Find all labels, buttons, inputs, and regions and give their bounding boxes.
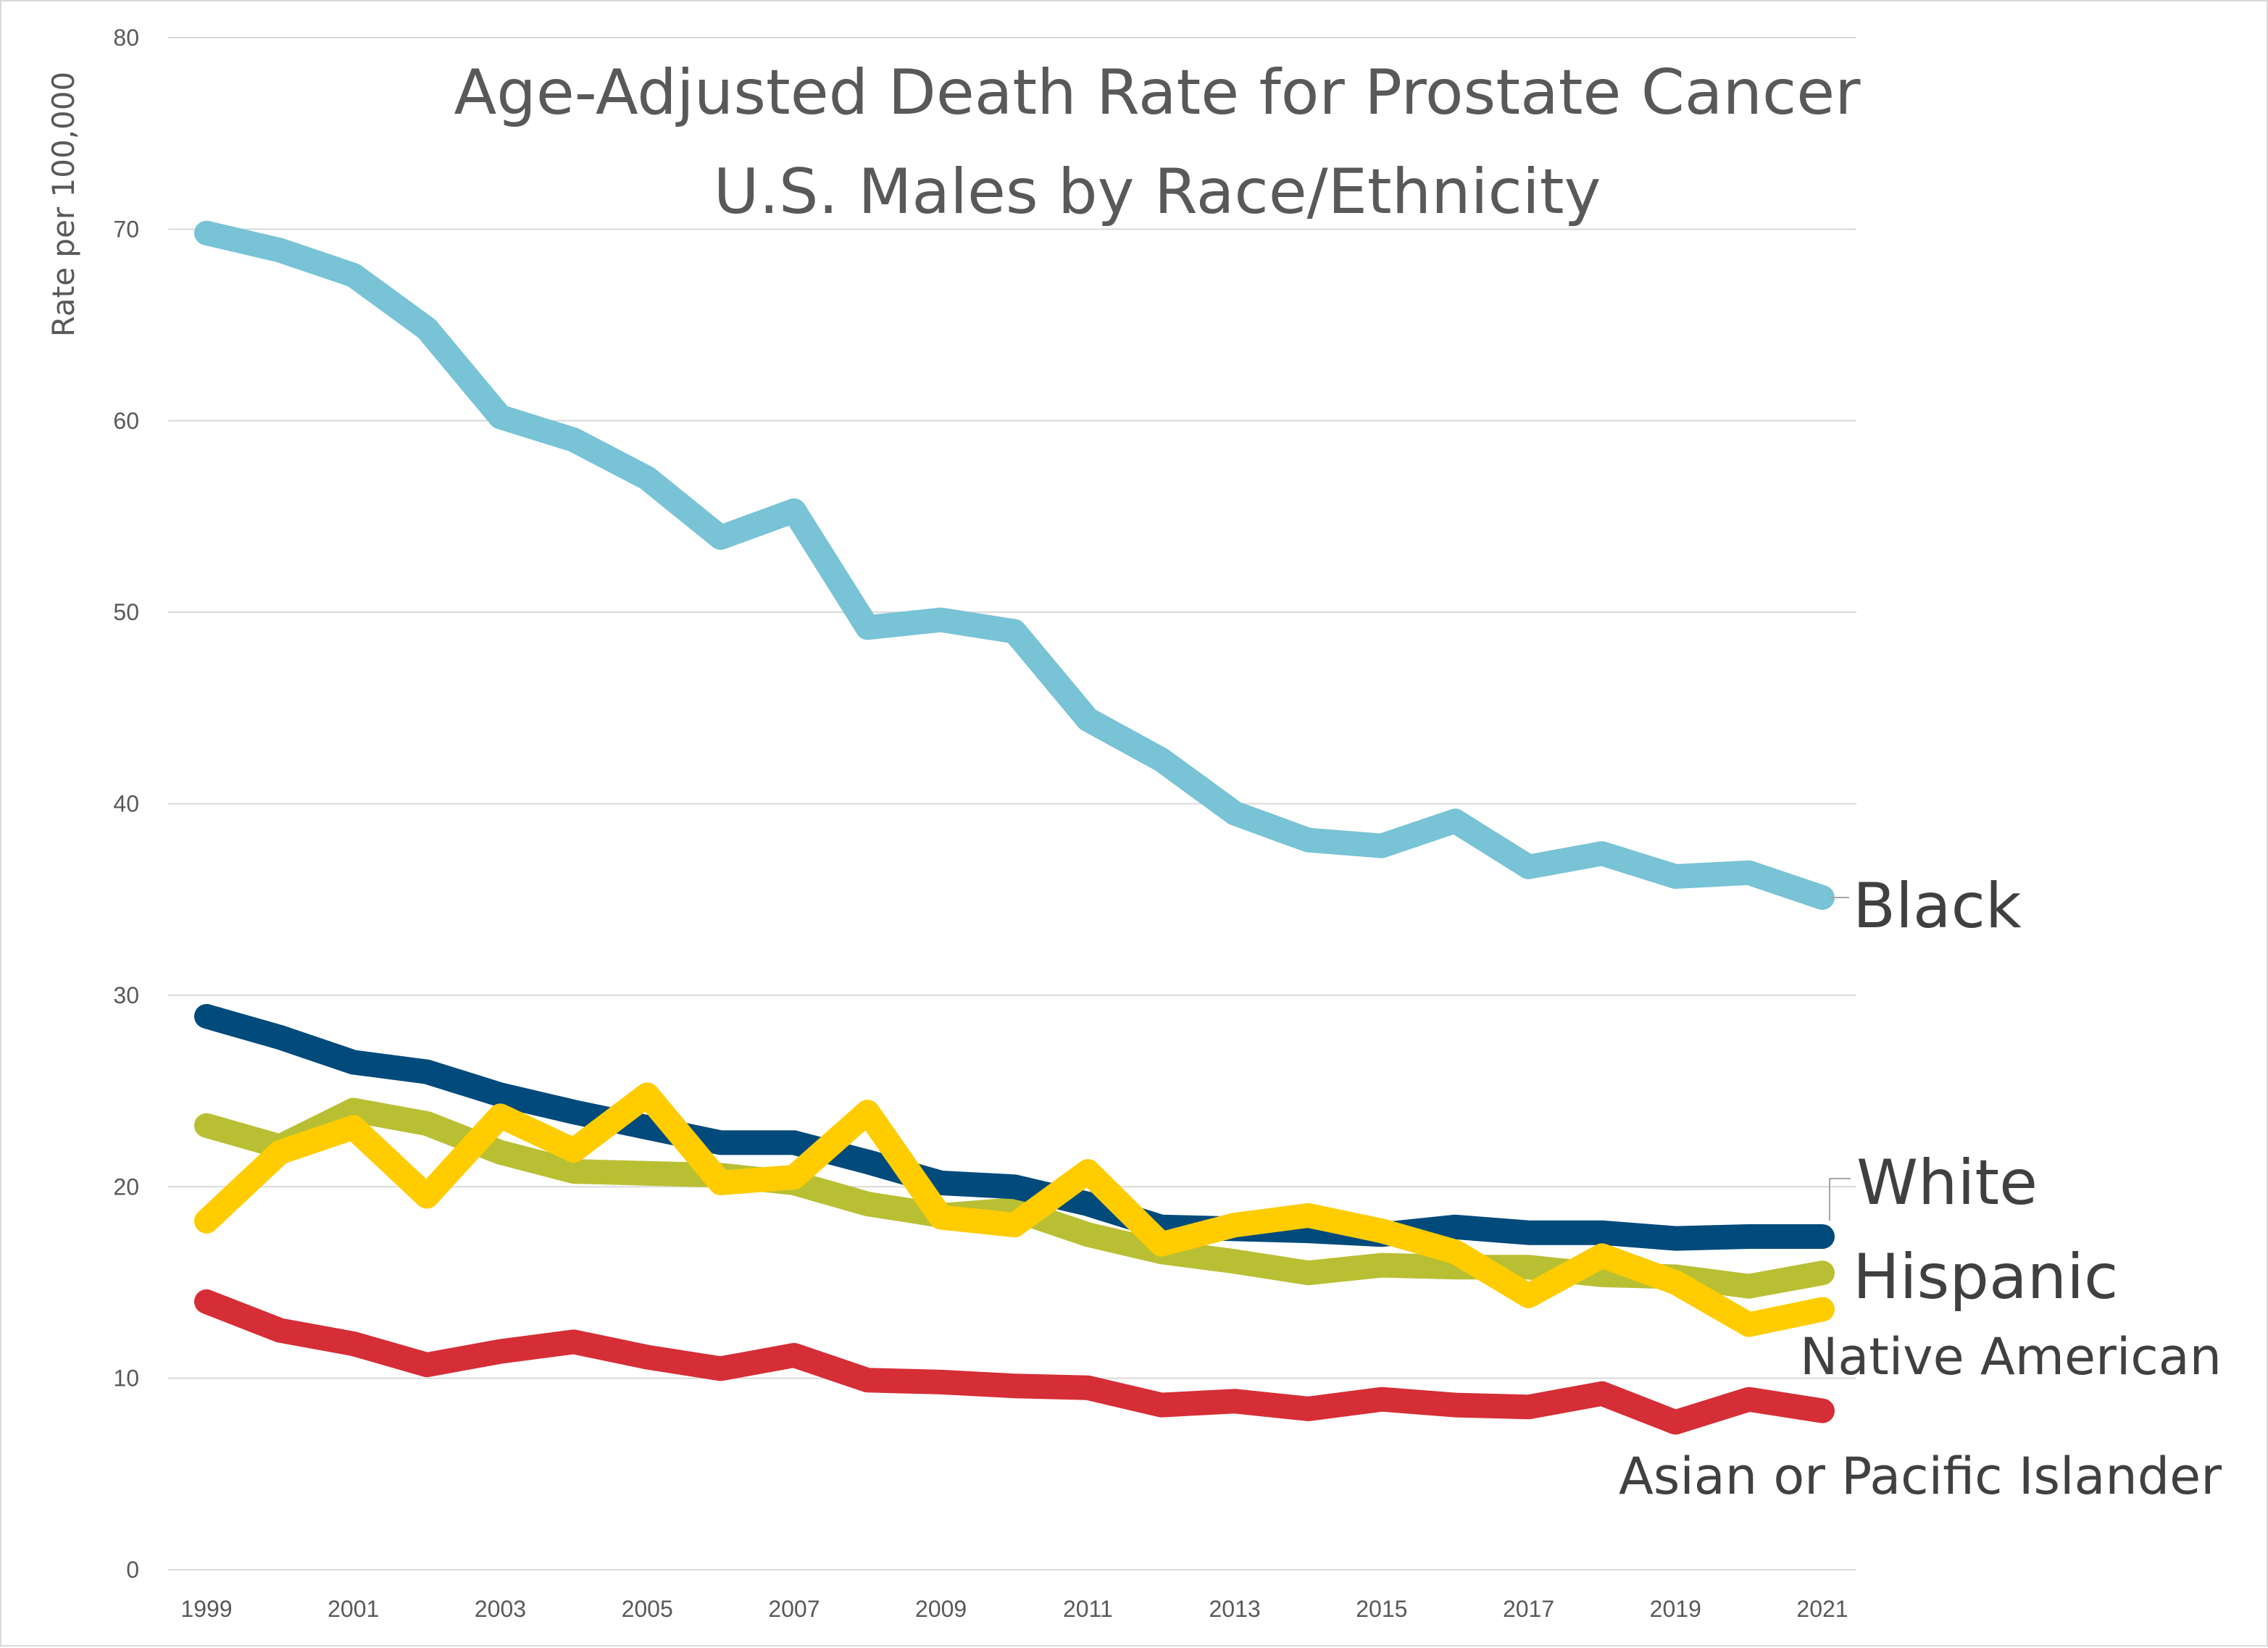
x-tick-label: 2017 — [1503, 1596, 1554, 1622]
x-tick-label: 2013 — [1209, 1596, 1260, 1622]
series-line-asian-or-pacific-islander — [194, 1289, 1835, 1435]
y-tick-label: 40 — [113, 791, 139, 817]
y-axis-ticks: 0 10 20 30 40 50 60 70 80 — [113, 25, 139, 1583]
x-tick-label: 2001 — [328, 1596, 379, 1622]
series-line-white — [194, 1004, 1835, 1251]
series-label-hispanic: Hispanic — [1853, 1241, 2118, 1313]
y-tick-label: 60 — [113, 408, 139, 434]
series-line-black — [194, 220, 1835, 910]
x-tick-label: 2003 — [475, 1596, 526, 1622]
x-tick-label: 1999 — [180, 1596, 232, 1622]
series-label-native-american: Native American — [1800, 1327, 2222, 1386]
gridlines — [168, 37, 1856, 1570]
series-lines — [194, 220, 1835, 1435]
series-label-white: White — [1856, 1147, 2038, 1219]
y-tick-label: 70 — [113, 216, 139, 242]
x-tick-label: 2021 — [1796, 1596, 1848, 1622]
series-label-black: Black — [1853, 870, 2022, 942]
y-tick-label: 50 — [113, 599, 139, 625]
series-labels: Black White Hispanic Native American Asian o… — [1619, 870, 2222, 1506]
y-tick-label: 10 — [113, 1365, 139, 1392]
y-tick-label: 80 — [113, 25, 139, 51]
y-axis-label: Rate per 100,000 — [46, 72, 81, 337]
x-tick-label: 2009 — [915, 1596, 967, 1622]
x-tick-label: 2011 — [1063, 1596, 1113, 1622]
x-tick-label: 2007 — [768, 1596, 820, 1622]
x-tick-label: 2019 — [1650, 1596, 1701, 1622]
series-label-asian-or-pacific-islander: Asian or Pacific Islander — [1619, 1447, 2222, 1506]
chart-title-line-1: Age-Adjusted Death Rate for Prostate Can… — [454, 57, 1861, 129]
y-tick-label: 30 — [113, 982, 139, 1008]
x-tick-label: 2005 — [622, 1596, 673, 1622]
y-tick-label: 0 — [126, 1557, 139, 1583]
chart-title-line-2: U.S. Males by Race/Ethnicity — [714, 156, 1601, 228]
leader-line-white — [1829, 1178, 1851, 1221]
y-tick-label: 20 — [113, 1174, 139, 1200]
x-tick-label: 2015 — [1356, 1596, 1407, 1622]
series-line-native-american — [194, 1082, 1835, 1337]
x-axis-ticks: 1999 2001 2003 2005 2007 2009 2011 2013 2015 2017… — [180, 1596, 1848, 1622]
label-leaders — [1829, 897, 1851, 1221]
